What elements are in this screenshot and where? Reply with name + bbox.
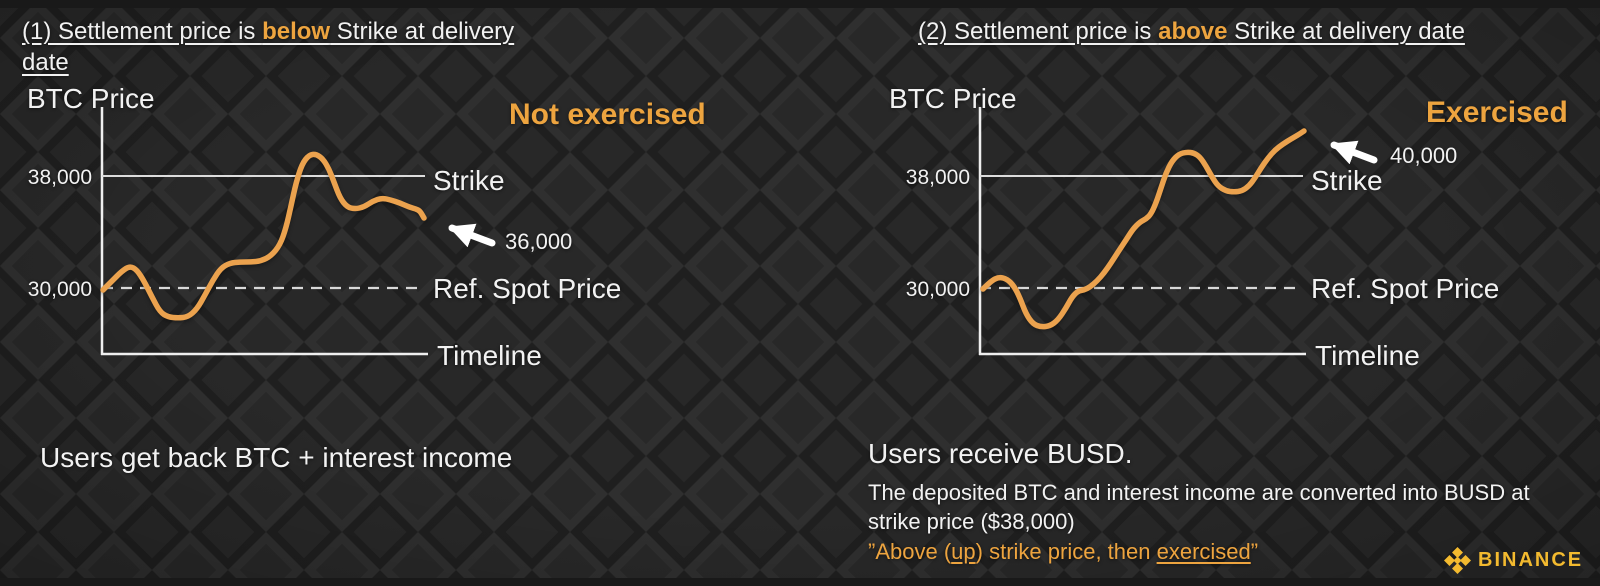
- left-strike-label: Strike: [433, 165, 505, 196]
- left-title-prefix: (1) Settlement price is: [22, 18, 263, 45]
- right-tick-30000: 30,000: [905, 278, 970, 301]
- right-settlement-arrow: [1330, 140, 1378, 165]
- left-chart: [100, 107, 496, 356]
- left-outcome-label: Not exercised: [509, 98, 706, 131]
- binance-diamond-icon: [1444, 547, 1471, 574]
- left-title: (1) Settlement price is below Strike at …: [22, 16, 562, 78]
- right-footer-quote: ”Above (up) strike price, then exercised…: [868, 539, 1560, 565]
- binance-logo: BINANCE: [1444, 547, 1583, 574]
- right-ref-spot-label: Ref. Spot Price: [1311, 273, 1500, 304]
- right-footer-block: Users receive BUSD. The deposited BTC an…: [868, 438, 1560, 565]
- left-price-curve: [100, 151, 427, 321]
- left-tick-30000: 30,000: [27, 278, 92, 301]
- quote-underline-up: up: [951, 539, 976, 564]
- right-title-accent: above: [1158, 18, 1228, 45]
- left-timeline-label: Timeline: [437, 340, 542, 371]
- right-y-axis-label: BTC Price: [889, 83, 1017, 114]
- quote-underline-exercised: exercised: [1156, 539, 1251, 564]
- right-strike-label: Strike: [1311, 165, 1383, 196]
- left-title-accent: below: [262, 18, 331, 45]
- left-footer-text: Users get back BTC + interest income: [40, 442, 513, 473]
- right-timeline-label: Timeline: [1315, 340, 1420, 371]
- right-chart: [978, 107, 1378, 356]
- left-settlement-arrow: [448, 223, 496, 248]
- quote-pre: ”Above (: [868, 539, 952, 564]
- quote-mid: ) strike price, then: [975, 539, 1157, 564]
- right-title: (2) Settlement price is above Strike at …: [918, 16, 1465, 47]
- right-footer-title: Users receive BUSD.: [868, 438, 1133, 469]
- right-title-suffix: Strike at delivery date: [1227, 18, 1465, 45]
- left-ref-spot-label: Ref. Spot Price: [433, 273, 622, 304]
- left-tick-38000: 38,000: [27, 166, 92, 189]
- quote-post: ”: [1250, 539, 1259, 564]
- right-outcome-label: Exercised: [1426, 96, 1568, 129]
- right-settlement-value: 40,000: [1390, 143, 1458, 168]
- left-title-suffix: Strike at delivery date: [22, 18, 515, 76]
- binance-wordmark: BINANCE: [1478, 549, 1584, 571]
- bottom-edge-bar: [0, 578, 1600, 586]
- right-footer-body: The deposited BTC and interest income ar…: [868, 480, 1530, 534]
- top-edge-bar: [0, 0, 1600, 8]
- left-settlement-value: 36,000: [505, 229, 573, 254]
- right-title-prefix: (2) Settlement price is: [918, 18, 1159, 45]
- right-tick-38000: 38,000: [905, 166, 970, 189]
- right-price-curve: [980, 128, 1307, 330]
- left-y-axis-label: BTC Price: [27, 83, 155, 114]
